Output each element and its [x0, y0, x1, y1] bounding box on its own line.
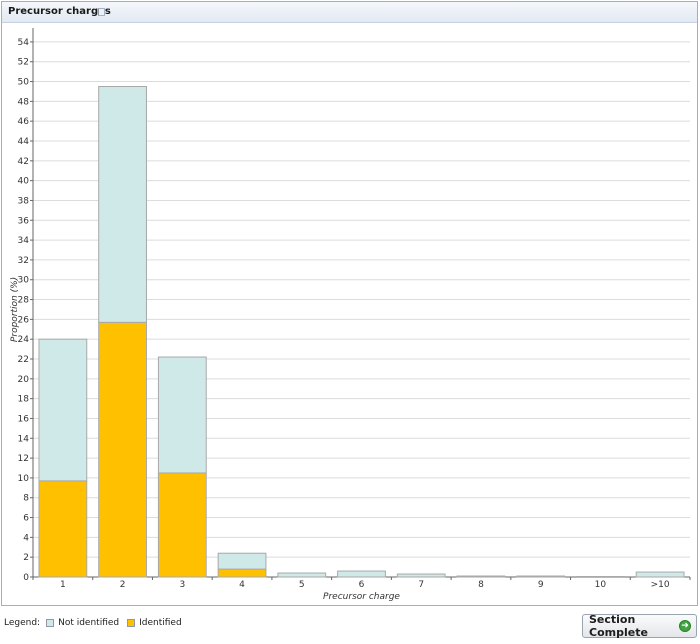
- legend-swatch-not-identified: [46, 619, 55, 627]
- y-tick-label: 8: [23, 494, 29, 504]
- y-tick-label: 10: [18, 474, 30, 484]
- y-tick-label: 52: [18, 58, 29, 68]
- legend-label-not-identified: Not identified: [58, 618, 120, 628]
- bar-not-identified: [277, 572, 327, 578]
- legend-title: Legend:: [4, 618, 41, 628]
- y-tick-label: 28: [18, 296, 30, 306]
- y-tick-label: 48: [18, 97, 30, 107]
- y-axis-title: Proportion (%): [10, 277, 20, 342]
- y-tick-label: 34: [18, 236, 30, 246]
- y-tick-label: 12: [18, 454, 29, 464]
- y-tick-label: 36: [18, 216, 30, 226]
- legend-label-identified: Identified: [139, 618, 182, 628]
- x-tick-label: 3: [179, 580, 185, 590]
- section-complete-label: Section Complete: [589, 613, 648, 639]
- x-tick-label: 2: [120, 580, 126, 590]
- bar-not-identified: [396, 573, 446, 578]
- y-tick-label: 46: [18, 117, 30, 127]
- x-tick-label: 6: [359, 580, 365, 590]
- bar-identified: [157, 472, 207, 578]
- y-tick-label: 42: [18, 157, 29, 167]
- legend-swatch-identified: [127, 619, 136, 627]
- y-tick-label: 30: [18, 276, 30, 286]
- y-tick-label: 26: [18, 315, 30, 325]
- bar-not-identified: [38, 338, 88, 482]
- legend-item-not-identified: Not identified: [46, 618, 119, 628]
- y-tick-label: 50: [18, 78, 30, 88]
- y-tick-label: 38: [18, 196, 30, 206]
- legend-item-identified: Identified: [127, 618, 182, 628]
- x-tick-label: 8: [478, 580, 484, 590]
- bar-identified: [98, 321, 147, 578]
- y-tick-label: 32: [18, 256, 29, 266]
- bar-not-identified: [516, 575, 566, 578]
- bar-not-identified: [456, 575, 506, 578]
- panel-header: Precursor charges: [2, 2, 697, 23]
- y-tick-label: 20: [18, 375, 30, 385]
- y-tick-label: 18: [18, 395, 30, 405]
- y-tick-label: 44: [18, 137, 30, 147]
- y-tick-label: 24: [18, 335, 30, 345]
- precursor-charge-chart: 0246810121416182022242628303234363840424…: [10, 28, 691, 602]
- x-tick-label: 5: [299, 580, 305, 590]
- x-tick-label: 10: [595, 580, 607, 590]
- bar-not-identified: [337, 570, 386, 578]
- x-tick-label: >10: [651, 580, 670, 590]
- bar-not-identified: [635, 571, 685, 578]
- x-axis-title: Precursor charge: [323, 592, 400, 602]
- bar-not-identified: [157, 356, 207, 474]
- x-tick-label: 4: [239, 580, 245, 590]
- x-tick-label: 9: [538, 580, 544, 590]
- bar-not-identified: [576, 576, 625, 578]
- x-tick-label: 7: [418, 580, 424, 590]
- section-complete-button[interactable]: Section Complete ➜: [582, 613, 697, 639]
- flag-icon[interactable]: [98, 8, 105, 16]
- panel-title: Precursor charges: [8, 6, 111, 17]
- bar-not-identified: [217, 552, 267, 570]
- legend: Legend: Not identified Identified: [4, 616, 190, 630]
- y-tick-label: 22: [18, 355, 29, 365]
- y-tick-label: 40: [18, 177, 30, 187]
- y-tick-label: 16: [18, 414, 30, 424]
- bar-not-identified: [98, 86, 147, 323]
- y-tick-label: 6: [23, 514, 29, 524]
- y-tick-label: 14: [18, 434, 30, 444]
- y-tick-label: 4: [23, 533, 29, 543]
- y-tick-label: 0: [23, 573, 29, 583]
- arrow-right-icon: ➜: [679, 620, 691, 632]
- bar-identified: [38, 480, 88, 578]
- bar-identified: [217, 568, 267, 578]
- x-tick-label: 1: [60, 580, 66, 590]
- y-tick-label: 2: [23, 553, 29, 563]
- y-tick-label: 54: [18, 38, 30, 48]
